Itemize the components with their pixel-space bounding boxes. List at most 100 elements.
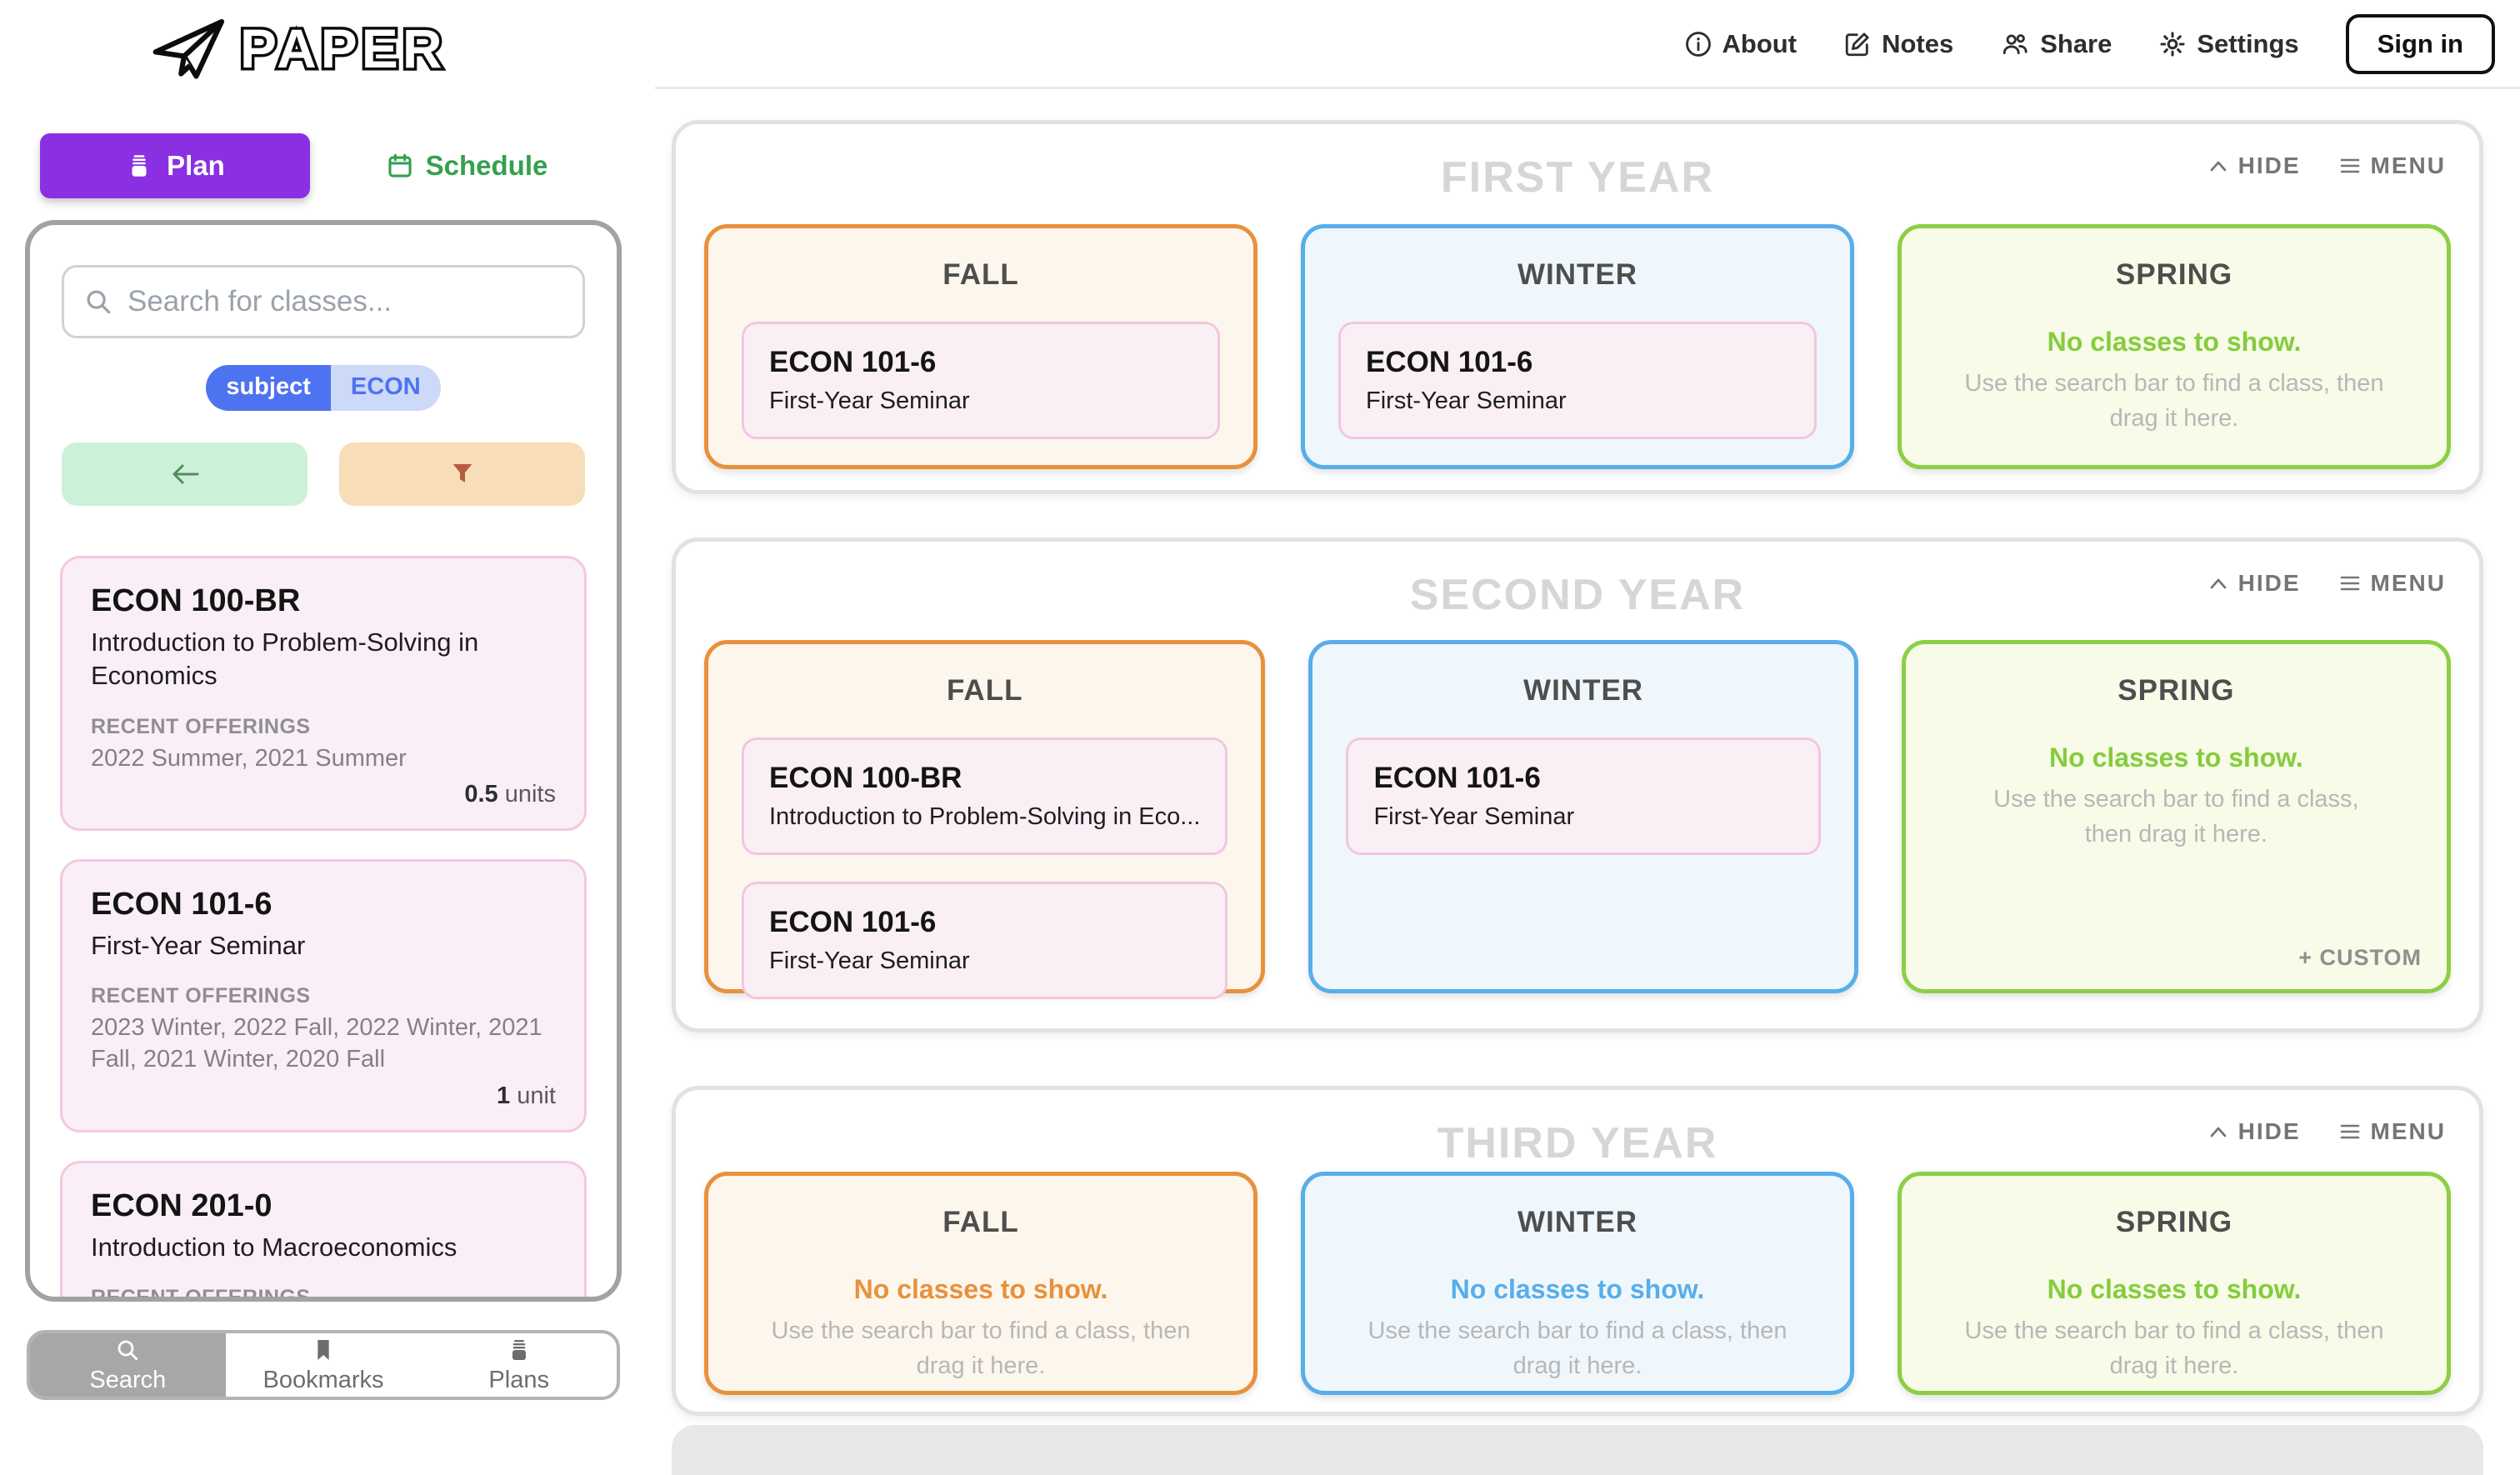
empty-quarter-message: No classes to show. Use the search bar t…	[1993, 742, 2359, 848]
quarter-spring[interactable]: SPRING No classes to show. Use the searc…	[1901, 640, 2451, 993]
class-code: ECON 100-BR	[91, 583, 301, 618]
quarter-title: SPRING	[2115, 1206, 2233, 1238]
search-icon	[114, 1337, 141, 1363]
gear-icon	[2158, 30, 2187, 58]
hide-year-button[interactable]: HIDE	[2208, 1118, 2301, 1145]
top-nav: About Notes Share Settings	[1684, 0, 2495, 88]
year-section-fourth-peek	[672, 1425, 2483, 1475]
search-icon	[82, 286, 114, 318]
hide-year-button[interactable]: HIDE	[2208, 152, 2301, 179]
plans-jar-icon	[506, 1337, 532, 1363]
quarter-title: WINTER	[1517, 1206, 1638, 1238]
year-title: SECOND YEAR	[1409, 571, 1746, 619]
chevron-up-icon	[2208, 1124, 2228, 1139]
year-section-first: FIRST YEAR HIDE MENU FALL ECON 101-6 Fir…	[672, 120, 2483, 494]
class-code: ECON 101-6	[91, 886, 272, 922]
recent-offerings: 2022 Summer, 2021 Summer	[91, 744, 407, 772]
chevron-up-icon	[2208, 158, 2228, 173]
hamburger-icon	[2339, 1122, 2361, 1141]
year-menu-button[interactable]: MENU	[2339, 570, 2446, 597]
units: 1 unit	[497, 1082, 556, 1109]
bookmark-icon	[310, 1337, 337, 1363]
empty-quarter-message: No classes to show. Use the search bar t…	[1964, 327, 2384, 432]
search-panel: subject ECON ECON 100-BR Introduction to…	[25, 220, 622, 1302]
plans-jar-icon	[125, 152, 153, 180]
year-section-third: THIRD YEAR HIDE MENU FALL No classes to …	[672, 1086, 2483, 1416]
quarter-fall[interactable]: FALL No classes to show. Use the search …	[704, 1172, 1258, 1395]
filter-chip-subject[interactable]: subject ECON	[206, 365, 441, 411]
calendar-icon	[386, 152, 414, 180]
back-button[interactable]	[62, 442, 308, 506]
quarter-title: FALL	[942, 258, 1019, 291]
filter-chip-value: ECON	[330, 365, 441, 411]
units: 0.5 units	[464, 780, 556, 808]
plan-tab[interactable]: Plan	[40, 133, 310, 198]
result-card[interactable]: ECON 100-BR Introduction to Problem-Solv…	[60, 556, 587, 831]
result-card[interactable]: ECON 201-0 Introduction to Macroeconomic…	[60, 1160, 587, 1302]
quarter-title: WINTER	[1523, 674, 1644, 707]
recent-offerings-label: RECENT OFFERINGS	[91, 984, 311, 1008]
class-title: Introduction to Macroeconomics	[91, 1232, 458, 1262]
quarter-title: FALL	[946, 674, 1023, 707]
class-title: First-Year Seminar	[91, 930, 306, 960]
search-box	[62, 265, 585, 338]
result-card[interactable]: ECON 101-6 First-Year Seminar RECENT OFF…	[60, 858, 587, 1132]
empty-quarter-message: No classes to show. Use the search bar t…	[1368, 1274, 1788, 1380]
quarter-winter[interactable]: WINTER ECON 101-6 First-Year Seminar	[1308, 640, 1858, 993]
sidebar-tabs: Search Bookmarks Plans	[27, 1330, 620, 1400]
year-menu-button[interactable]: MENU	[2339, 1118, 2446, 1145]
search-results: ECON 100-BR Introduction to Problem-Solv…	[30, 556, 617, 1302]
schedule-tab[interactable]: Schedule	[310, 150, 623, 182]
logo-text: PAPER	[238, 15, 447, 82]
quarter-fall[interactable]: FALL ECON 100-BR Introduction to Problem…	[704, 640, 1266, 999]
nav-settings[interactable]: Settings	[2158, 29, 2299, 59]
nav-about[interactable]: About	[1684, 29, 1797, 59]
nav-share[interactable]: Share	[2000, 29, 2112, 59]
funnel-icon	[448, 459, 478, 489]
class-title: Introduction to Problem-Solving in Econo…	[91, 628, 479, 691]
empty-quarter-message: No classes to show. Use the search bar t…	[1964, 1274, 2384, 1380]
quarter-winter[interactable]: WINTER No classes to show. Use the searc…	[1301, 1172, 1854, 1395]
quarter-spring[interactable]: SPRING No classes to show. Use the searc…	[1898, 1172, 2451, 1395]
header-divider	[655, 87, 2520, 89]
pencil-square-icon	[1843, 30, 1872, 58]
hamburger-icon	[2339, 157, 2361, 175]
nav-notes[interactable]: Notes	[1843, 29, 1953, 59]
hamburger-icon	[2339, 574, 2361, 592]
year-section-second: SECOND YEAR HIDE MENU FALL ECON 100-BR I…	[672, 538, 2483, 1032]
recent-offerings-label: RECENT OFFERINGS	[91, 1285, 311, 1302]
year-menu-button[interactable]: MENU	[2339, 152, 2446, 179]
paper-plane-icon	[148, 15, 228, 82]
tab-search[interactable]: Search	[30, 1333, 226, 1397]
quarter-fall[interactable]: FALL ECON 101-6 First-Year Seminar	[704, 224, 1258, 469]
quarter-title: SPRING	[2115, 258, 2233, 291]
year-title: THIRD YEAR	[1437, 1119, 1718, 1168]
app-logo[interactable]: PAPER	[148, 15, 447, 82]
class-code: ECON 201-0	[91, 1188, 272, 1223]
tab-bookmarks[interactable]: Bookmarks	[226, 1333, 422, 1397]
info-icon	[1684, 30, 1712, 58]
recent-offerings: 2023 Winter, 2022 Fall, 2022 Winter, 202…	[91, 1014, 542, 1073]
quarter-title: WINTER	[1517, 258, 1638, 291]
quarter-winter[interactable]: WINTER ECON 101-6 First-Year Seminar	[1301, 224, 1854, 469]
quarter-spring[interactable]: SPRING No classes to show. Use the searc…	[1898, 224, 2451, 469]
search-input[interactable]	[128, 285, 564, 318]
planned-class[interactable]: ECON 100-BR Introduction to Problem-Solv…	[742, 738, 1228, 855]
year-title: FIRST YEAR	[1440, 153, 1715, 202]
empty-quarter-message: No classes to show. Use the search bar t…	[771, 1274, 1191, 1380]
add-custom-class-button[interactable]: + CUSTOM	[2298, 945, 2422, 970]
planned-class[interactable]: ECON 101-6 First-Year Seminar	[742, 322, 1220, 439]
arrow-left-icon	[166, 461, 204, 488]
view-toggle: Plan Schedule	[40, 133, 623, 198]
quarter-title: FALL	[942, 1206, 1019, 1238]
filter-button[interactable]	[339, 442, 585, 506]
tab-plans[interactable]: Plans	[421, 1333, 617, 1397]
planned-class[interactable]: ECON 101-6 First-Year Seminar	[742, 882, 1228, 999]
filter-chip-key: subject	[206, 365, 331, 411]
planned-class[interactable]: ECON 101-6 First-Year Seminar	[1338, 322, 1817, 439]
chevron-up-icon	[2208, 576, 2228, 591]
sign-in-button[interactable]: Sign in	[2345, 14, 2495, 74]
hide-year-button[interactable]: HIDE	[2208, 570, 2301, 597]
quarter-title: SPRING	[2118, 674, 2235, 707]
planned-class[interactable]: ECON 101-6 First-Year Seminar	[1346, 738, 1821, 855]
